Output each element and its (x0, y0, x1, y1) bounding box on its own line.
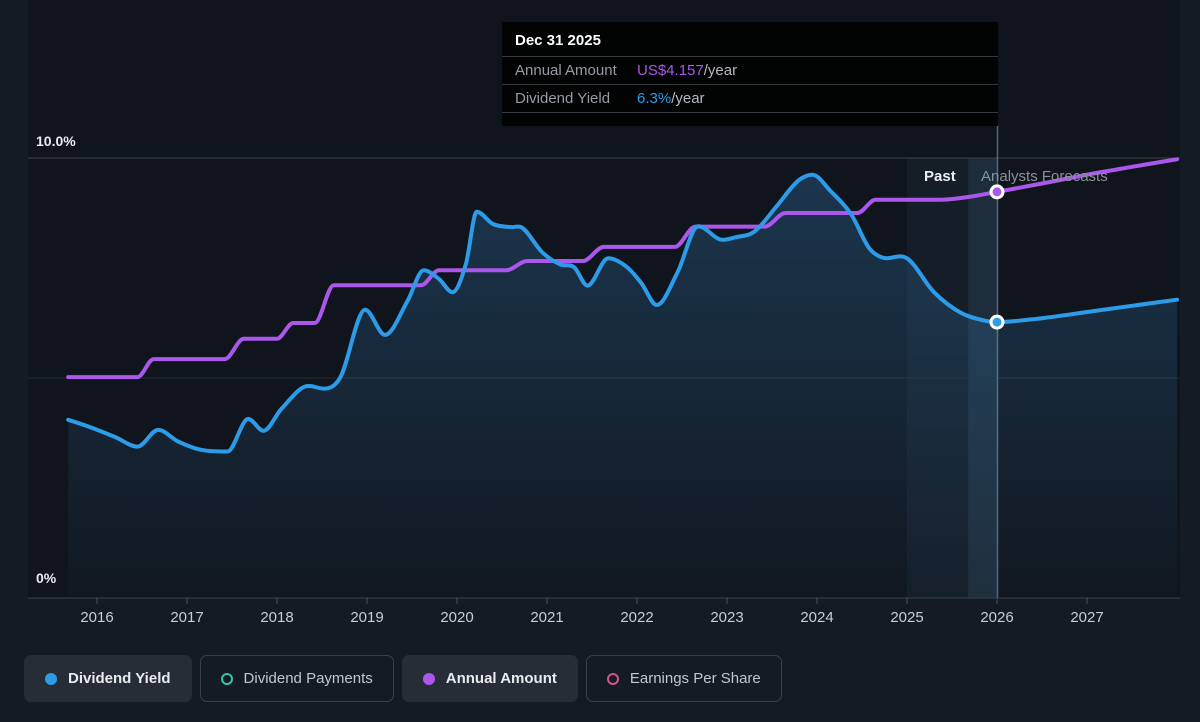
x-axis-year-label: 2017 (170, 609, 203, 626)
x-axis-year-label: 2025 (890, 609, 923, 626)
legend-label: Dividend Payments (243, 670, 373, 687)
tooltip-dividend-yield-value: 6.3% (637, 90, 672, 107)
dividend-yield-area (68, 174, 1178, 598)
x-axis-year-label: 2026 (980, 609, 1013, 626)
legend-label: Earnings Per Share (629, 670, 761, 687)
tooltip-annual-amount-value: US$4.157 (637, 62, 704, 79)
chart-legend: Dividend Yield Dividend Payments Annual … (24, 655, 782, 702)
x-axis-year-label: 2023 (710, 609, 743, 626)
x-axis-year-label: 2016 (80, 609, 113, 626)
x-axis-year-label: 2027 (1070, 609, 1103, 626)
x-axis-year-label: 2018 (260, 609, 293, 626)
x-axis-year-label: 2021 (530, 609, 563, 626)
legend-label: Annual Amount (445, 670, 557, 687)
tooltip-dividend-yield-label: Dividend Yield (515, 90, 611, 107)
tooltip-dividend-yield-suffix: /year (671, 90, 705, 107)
dividend-yield-dot-icon (45, 672, 57, 685)
legend-toggle-earnings-per-share[interactable]: Earnings Per Share (585, 655, 782, 702)
legend-toggle-dividend-payments[interactable]: Dividend Payments (199, 655, 394, 702)
y-axis-label-bottom: 0% (36, 570, 57, 586)
legend-toggle-dividend-yield[interactable]: Dividend Yield (24, 655, 192, 702)
x-axis-year-label: 2022 (620, 609, 653, 626)
tooltip-row-annual-amount: Annual Amount US$4.157/year (502, 57, 998, 85)
y-axis-label-top: 10.0% (36, 133, 76, 149)
past-label: Past (924, 168, 956, 185)
tooltip-row-dividend-yield: Dividend Yield 6.3%/year (502, 85, 998, 113)
analysts-forecasts-label: Analysts Forecasts (981, 168, 1108, 185)
legend-label: Dividend Yield (68, 670, 171, 687)
annual-amount-line (66, 157, 1179, 380)
dividend-yield-line (66, 172, 1179, 454)
tooltip-annual-amount-suffix: /year (703, 62, 738, 79)
tooltip-annual-amount-label: Annual Amount (515, 62, 617, 79)
annual-amount-marker[interactable] (989, 184, 1005, 200)
annual-amount-dot-icon (422, 672, 435, 685)
x-axis-year-label: 2019 (350, 609, 383, 626)
x-axis-year-label: 2024 (800, 609, 833, 626)
x-axis-year-label: 2020 (440, 609, 473, 626)
legend-toggle-annual-amount[interactable]: Annual Amount (401, 655, 578, 702)
chart-tooltip: Dec 31 2025 Annual Amount US$4.157/year … (502, 22, 998, 126)
earnings-per-share-ring-icon (606, 672, 619, 685)
dividend-yield-marker[interactable] (989, 314, 1005, 330)
tooltip-date: Dec 31 2025 (502, 22, 998, 57)
dividend-payments-ring-icon (220, 672, 233, 685)
